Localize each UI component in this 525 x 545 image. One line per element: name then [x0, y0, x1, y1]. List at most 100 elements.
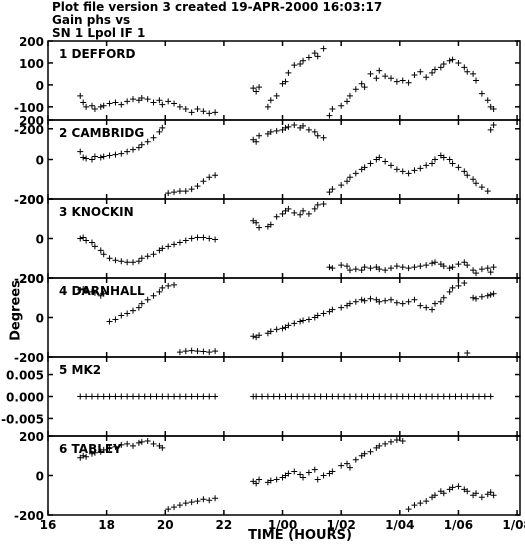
x-tick-label: 1/02 — [326, 518, 355, 532]
data-point — [338, 462, 345, 469]
antenna-label: 3 KNOCKIN — [59, 205, 134, 219]
data-point — [464, 172, 471, 179]
antenna-label: 2 CAMBRIDG — [59, 126, 144, 140]
data-point — [429, 306, 436, 313]
data-point — [135, 393, 142, 400]
data-point — [200, 348, 207, 355]
data-point — [364, 393, 371, 400]
data-point — [144, 138, 151, 145]
data-point — [256, 84, 263, 91]
data-point — [338, 182, 345, 189]
data-point — [464, 488, 471, 495]
data-point — [83, 237, 90, 244]
data-point — [267, 221, 274, 228]
data-point — [449, 56, 456, 63]
data-point — [100, 153, 107, 160]
data-point — [346, 92, 353, 99]
data-point — [311, 466, 318, 473]
data-point — [470, 294, 477, 301]
data-point — [405, 170, 412, 177]
data-point — [285, 205, 292, 212]
panel-5: 0.005 0.000 -0.005 5 MK2 — [1, 356, 521, 437]
data-point — [388, 438, 395, 445]
data-point — [478, 266, 485, 273]
data-point — [100, 102, 107, 109]
data-point — [130, 146, 137, 153]
data-point — [135, 144, 142, 151]
data-point — [484, 188, 491, 195]
data-point — [490, 290, 497, 297]
data-point — [458, 393, 465, 400]
data-point — [206, 174, 213, 181]
data-point — [478, 90, 485, 97]
data-point — [77, 286, 84, 293]
data-point — [341, 393, 348, 400]
data-point — [94, 393, 101, 400]
data-point — [335, 393, 342, 400]
data-point — [393, 263, 400, 270]
data-point — [141, 393, 148, 400]
data-point — [130, 96, 137, 103]
data-point — [440, 154, 447, 161]
data-point — [200, 178, 207, 185]
data-point — [171, 100, 178, 107]
data-point — [106, 444, 113, 451]
data-point — [276, 393, 283, 400]
x-axis-label: TIME (HOURS) — [248, 528, 352, 543]
data-point — [393, 436, 400, 443]
data-point — [176, 502, 183, 509]
data-point — [282, 78, 289, 85]
data-point — [487, 291, 494, 298]
data-point — [440, 263, 447, 270]
data-point — [194, 234, 201, 241]
data-point — [423, 304, 430, 311]
plot-file-header: Plot file version 3 created 19-APR-2000 … — [52, 0, 383, 14]
data-point — [206, 497, 213, 504]
data-point — [434, 393, 441, 400]
data-point — [431, 300, 438, 307]
data-point — [464, 262, 471, 269]
data-point — [490, 121, 497, 128]
data-point — [282, 393, 289, 400]
data-point — [300, 207, 307, 214]
data-point — [165, 190, 172, 197]
y-tick-label: -200 — [14, 351, 44, 365]
data-point — [176, 349, 183, 356]
data-point — [138, 141, 145, 148]
data-point — [100, 251, 107, 258]
panel-6: 200 0 -200 6 TABLEY — [14, 430, 521, 523]
data-point — [446, 156, 453, 163]
data-point — [267, 97, 274, 104]
x-tick-label: 1/06 — [444, 518, 473, 532]
data-point — [329, 265, 336, 272]
data-point — [423, 393, 430, 400]
data-point — [346, 174, 353, 181]
data-point — [300, 317, 307, 324]
data-point — [490, 492, 497, 499]
data-point — [352, 456, 359, 463]
data-point — [88, 239, 95, 246]
data-point — [91, 449, 98, 456]
data-point — [399, 77, 406, 84]
data-point — [206, 110, 213, 117]
x-tick-label: 22 — [216, 518, 233, 532]
data-point — [437, 64, 444, 71]
data-point — [138, 255, 145, 262]
data-point — [165, 243, 172, 250]
data-point — [88, 156, 95, 163]
y-tick-label: 0 — [36, 154, 44, 168]
data-point — [311, 205, 318, 212]
data-point — [376, 442, 383, 449]
data-point — [112, 99, 119, 106]
data-point — [80, 234, 87, 241]
data-point — [212, 495, 219, 502]
data-point — [206, 235, 213, 242]
data-point — [273, 213, 280, 220]
data-point — [171, 393, 178, 400]
data-point — [88, 450, 95, 457]
data-point — [188, 499, 195, 506]
data-point — [130, 442, 137, 449]
data-point — [376, 154, 383, 161]
data-point — [297, 471, 304, 478]
data-point — [124, 310, 131, 317]
